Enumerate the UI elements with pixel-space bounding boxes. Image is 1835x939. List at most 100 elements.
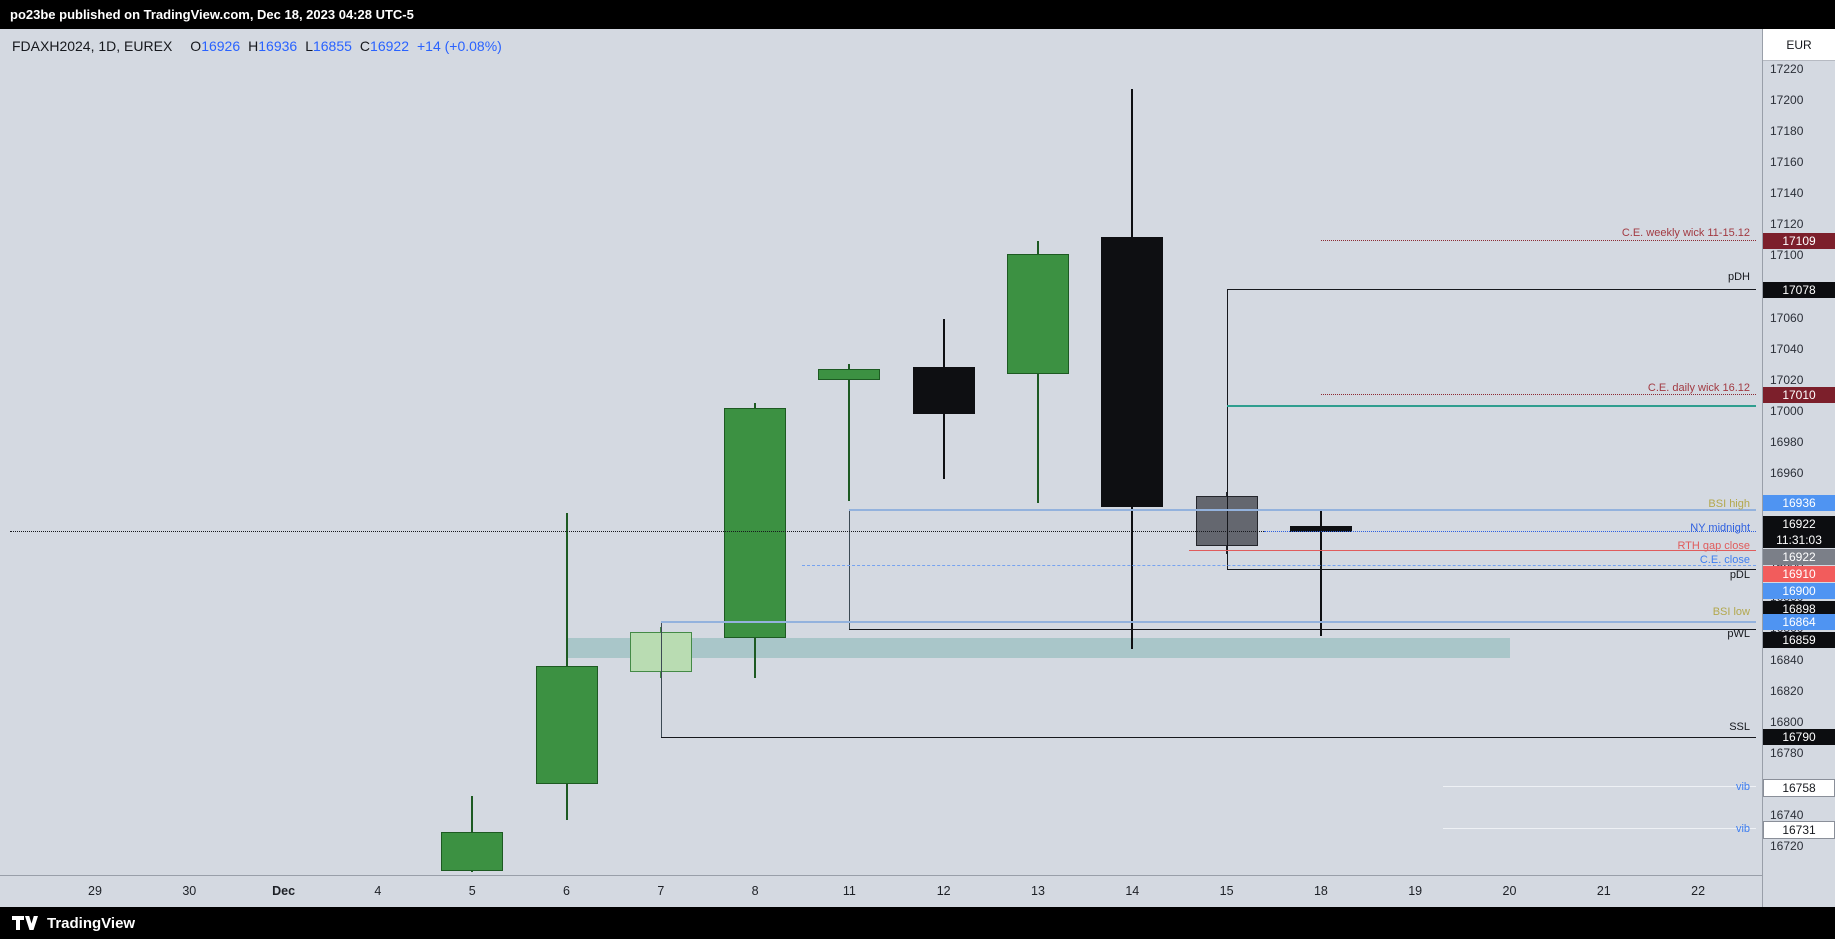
low-value: 16855 bbox=[312, 38, 352, 54]
publish-banner-text: po23be published on TradingView.com, Dec… bbox=[10, 7, 414, 22]
time-label-7: 7 bbox=[657, 884, 665, 898]
level-line-last-price[interactable] bbox=[10, 531, 1756, 533]
price-tag-ce-weekly-wick: 17109 bbox=[1763, 233, 1835, 250]
price-tag-pwl: 16859 bbox=[1763, 632, 1835, 648]
price-tick: 17120 bbox=[1770, 217, 1804, 232]
time-label-11: 11 bbox=[842, 884, 856, 898]
price-tick: 16980 bbox=[1770, 434, 1804, 449]
candle-dec-12[interactable] bbox=[912, 367, 975, 414]
price-tick: 16780 bbox=[1770, 745, 1804, 760]
price-tick: 17040 bbox=[1770, 341, 1804, 356]
candle-dec-13[interactable] bbox=[1007, 253, 1069, 374]
level-line-pwl[interactable] bbox=[849, 629, 1756, 631]
symbol-title: FDAXH2024, 1D, EUREX bbox=[12, 38, 173, 54]
level-label-ssl: SSL bbox=[1729, 721, 1750, 734]
price-tag-rth-gap-close: 16910 bbox=[1763, 566, 1835, 582]
price-tag-vib-lower: 16731 bbox=[1763, 820, 1835, 839]
level-label-pdl: pDL bbox=[1729, 569, 1750, 582]
level-label-bsi-low: BSI low bbox=[1712, 606, 1750, 619]
time-label-5: 5 bbox=[468, 884, 476, 898]
price-tag-bsi-high: 16936 bbox=[1763, 495, 1835, 511]
price-tick: 17060 bbox=[1770, 310, 1804, 325]
close-label: C bbox=[359, 38, 371, 54]
price-tick: 16840 bbox=[1770, 652, 1804, 667]
time-label-30: 30 bbox=[182, 884, 197, 898]
time-label-15: 15 bbox=[1219, 884, 1234, 898]
candle-dec-8[interactable] bbox=[724, 407, 787, 638]
price-tag-pdl: 16898 bbox=[1763, 601, 1835, 617]
candle-wick-dec-11 bbox=[848, 364, 851, 501]
time-label-20: 20 bbox=[1502, 884, 1517, 898]
candle-dec-5[interactable] bbox=[441, 832, 504, 871]
change-value: +14 (+0.08%) bbox=[416, 38, 502, 54]
level-line-ce-weekly-wick[interactable] bbox=[1320, 240, 1756, 242]
time-label-4: 4 bbox=[374, 884, 382, 898]
level-label-pdh: pDH bbox=[1727, 270, 1750, 283]
level-line-ce-daily-wick[interactable] bbox=[1320, 394, 1756, 396]
candle-dec-14[interactable] bbox=[1101, 236, 1164, 508]
level-line-vib-lower[interactable] bbox=[1443, 828, 1756, 830]
level-line-pdh[interactable] bbox=[1226, 289, 1756, 291]
level-line-ce-close[interactable] bbox=[802, 565, 1756, 567]
time-label-21: 21 bbox=[1596, 884, 1611, 898]
high-value: 16936 bbox=[258, 38, 298, 54]
price-axis[interactable]: EUR 17109 17078 17010 16936 16922 11:31:03 169… bbox=[1762, 29, 1835, 907]
time-label-8: 8 bbox=[751, 884, 759, 898]
open-label: O bbox=[190, 38, 202, 54]
level-label-vib-lower: vib bbox=[1735, 822, 1750, 835]
level-line-rth-gap-close[interactable] bbox=[1188, 550, 1756, 552]
price-tag-last-price: 16922 11:31:03 bbox=[1763, 516, 1835, 548]
footer-bar: TradingView bbox=[0, 907, 1835, 939]
candle-dec-11[interactable] bbox=[818, 368, 881, 380]
level-line-bsi-low[interactable] bbox=[660, 621, 1756, 624]
time-axis[interactable]: 29 30 Dec 4 5 6 7 8 11 12 13 14 15 18 19 20 21 22 bbox=[0, 875, 1762, 908]
price-tick: 16800 bbox=[1770, 714, 1804, 729]
time-label-6: 6 bbox=[563, 884, 570, 898]
level-label-ny-midnight: NY midnight bbox=[1690, 522, 1750, 535]
time-label-14: 14 bbox=[1125, 884, 1140, 898]
price-tag-pdh: 17078 bbox=[1763, 281, 1835, 298]
vertical-marker-2 bbox=[660, 622, 662, 738]
chart-area[interactable]: FDAXH2024, 1D, EUREX O16926 H16936 L16855 C1… bbox=[0, 29, 1835, 907]
low-label: L bbox=[305, 38, 313, 54]
level-label-rth-gap-close: RTH gap close bbox=[1677, 539, 1750, 552]
price-tick: 17100 bbox=[1770, 248, 1804, 263]
price-tick: 17160 bbox=[1770, 155, 1804, 170]
price-tick: 17220 bbox=[1770, 61, 1804, 76]
close-value: 16922 bbox=[370, 38, 409, 54]
level-line-bsi-high[interactable] bbox=[849, 509, 1756, 512]
level-label-ce-weekly-wick: C.E. weekly wick 11-15.12 bbox=[1621, 227, 1750, 240]
level-line-rth-close-line[interactable] bbox=[1226, 405, 1756, 408]
price-tick: 17020 bbox=[1770, 372, 1804, 387]
candlestick-plot[interactable]: C.E. weekly wick 11-15.12 pDH C.E. daily w… bbox=[0, 29, 1762, 875]
time-label-22: 22 bbox=[1691, 884, 1706, 898]
level-label-vib-upper: vib bbox=[1735, 780, 1750, 793]
price-tag-vib-upper: 16758 bbox=[1763, 778, 1835, 797]
price-tick: 17180 bbox=[1770, 124, 1804, 139]
price-tag-ny-midnight: 16922 bbox=[1763, 549, 1835, 565]
level-label-bsi-high: BSI high bbox=[1708, 498, 1750, 511]
tradingview-brand: TradingView bbox=[47, 914, 136, 932]
level-line-ssl[interactable] bbox=[660, 736, 1756, 738]
high-label: H bbox=[248, 38, 259, 54]
time-label-13: 13 bbox=[1031, 884, 1045, 898]
level-label-ce-close: C.E. close bbox=[1699, 554, 1750, 567]
candle-dec-6[interactable] bbox=[535, 665, 598, 784]
price-tag-bsi-low: 16864 bbox=[1763, 614, 1835, 630]
candle-wick-dec-18 bbox=[1319, 510, 1322, 637]
price-tag-ssl: 16790 bbox=[1763, 729, 1835, 746]
highlight-zone-0 bbox=[566, 637, 1510, 658]
level-line-ny-midnight[interactable] bbox=[1264, 531, 1756, 533]
price-tick: 16740 bbox=[1770, 807, 1804, 822]
level-line-vib-upper[interactable] bbox=[1443, 786, 1756, 788]
level-line-pdl[interactable] bbox=[1226, 568, 1756, 570]
currency-label: EUR bbox=[1763, 29, 1835, 61]
time-label-18: 18 bbox=[1313, 884, 1328, 898]
tradingview-logo-icon[interactable] bbox=[12, 916, 38, 930]
level-label-ce-daily-wick: C.E. daily wick 16.12 bbox=[1647, 382, 1750, 395]
vertical-marker-0 bbox=[1226, 289, 1228, 570]
price-tick: 17200 bbox=[1770, 93, 1804, 107]
price-tick: 16720 bbox=[1770, 839, 1804, 854]
price-tick: 16960 bbox=[1770, 466, 1804, 480]
symbol-legend[interactable]: FDAXH2024, 1D, EUREX O16926 H16936 L16855 C1… bbox=[12, 38, 502, 54]
